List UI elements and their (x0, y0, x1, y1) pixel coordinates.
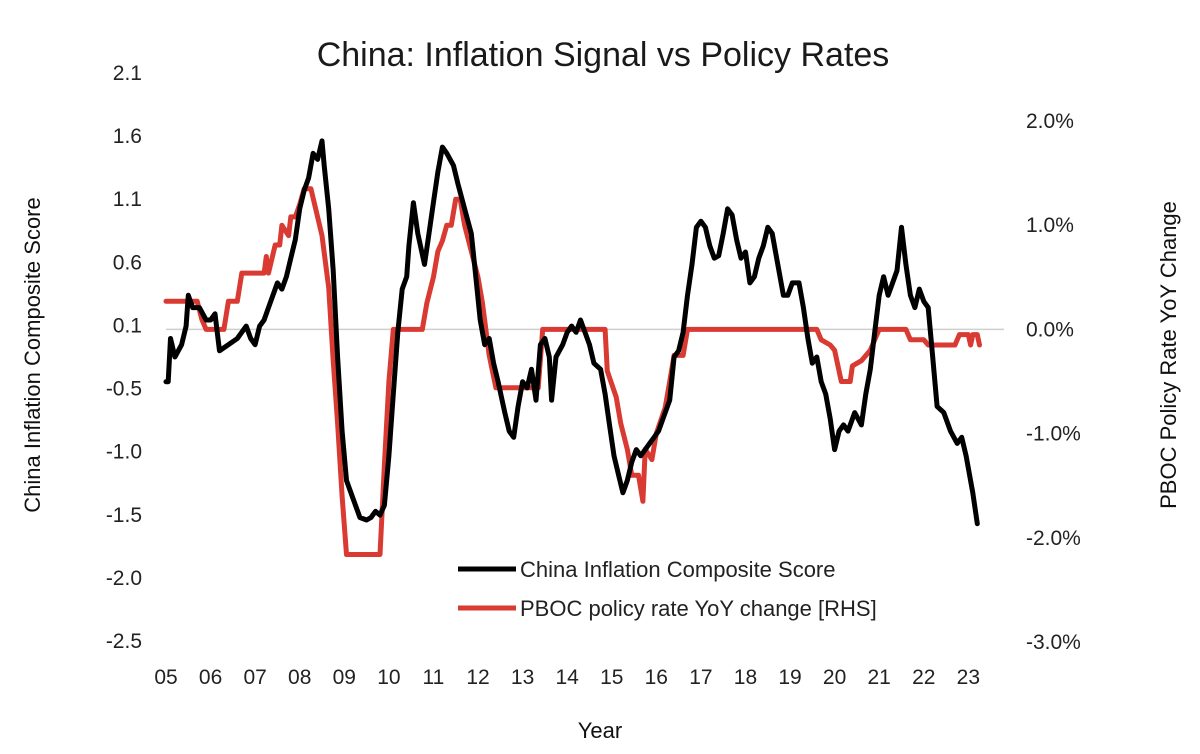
y-right-tick-label: -1.0% (1026, 423, 1081, 446)
x-tick-label: 16 (645, 666, 668, 689)
x-tick-label: 07 (243, 666, 266, 689)
chart-title: China: Inflation Signal vs Policy Rates (317, 36, 890, 74)
x-tick-label: 15 (600, 666, 623, 689)
y-right-tick-label: 0.0% (1026, 318, 1074, 341)
x-tick-label: 08 (288, 666, 311, 689)
y-right-tick-label: 2.0% (1026, 110, 1074, 133)
legend-label-composite: China Inflation Composite Score (520, 557, 836, 582)
y-axis-right-ticks: 2.0% 1.0% 0.0% -1.0% -2.0% -3.0% (1026, 110, 1081, 654)
series-line-composite (163, 138, 980, 527)
x-tick-label: 17 (689, 666, 712, 689)
x-tick-label: 21 (868, 666, 891, 689)
x-tick-label: 05 (154, 666, 177, 689)
y-axis-right-title: PBOC Policy Rate YoY Change (1156, 201, 1181, 509)
y-right-tick-label: -2.0% (1026, 527, 1081, 550)
x-tick-label: 13 (511, 666, 534, 689)
x-tick-label: 09 (333, 666, 356, 689)
series-lines (163, 138, 982, 557)
y-left-tick-label: -1.5 (106, 504, 142, 527)
x-tick-label: 06 (199, 666, 222, 689)
x-tick-label: 10 (377, 666, 400, 689)
x-tick-label: 22 (912, 666, 935, 689)
y-left-tick-label: -0.5 (106, 378, 142, 401)
x-axis-ticks: 05 06 07 08 09 10 11 12 13 14 15 16 17 18 19 20 21 22 23 (154, 666, 980, 689)
legend: China Inflation Composite Score PBOC pol… (458, 557, 877, 621)
y-right-tick-label: -3.0% (1026, 631, 1081, 654)
series-line-pboc (163, 186, 982, 557)
y-axis-left-ticks: 2.1 1.6 1.1 0.6 0.1 -0.5 -1.0 -1.5 -2.0 -2.5 (106, 62, 142, 653)
y-left-tick-label: 1.1 (113, 188, 142, 211)
y-left-tick-label: 1.6 (113, 125, 142, 148)
x-tick-label: 20 (823, 666, 846, 689)
legend-label-pboc: PBOC policy rate YoY change [RHS] (520, 596, 877, 621)
y-left-tick-label: 0.6 (113, 251, 142, 274)
y-left-tick-label: -1.0 (106, 441, 142, 464)
y-left-tick-label: -2.5 (106, 630, 142, 653)
y-left-tick-label: -2.0 (106, 567, 142, 590)
x-tick-label: 19 (778, 666, 801, 689)
x-tick-label: 11 (423, 666, 445, 689)
y-axis-left-title: China Inflation Composite Score (20, 197, 45, 513)
x-tick-label: 14 (555, 666, 579, 689)
x-tick-label: 23 (957, 666, 980, 689)
y-left-tick-label: 2.1 (113, 62, 142, 85)
x-tick-label: 18 (734, 666, 757, 689)
x-axis-title: Year (578, 718, 622, 743)
y-left-tick-label: 0.1 (113, 314, 142, 337)
y-right-tick-label: 1.0% (1026, 214, 1074, 237)
x-tick-label: 12 (466, 666, 489, 689)
